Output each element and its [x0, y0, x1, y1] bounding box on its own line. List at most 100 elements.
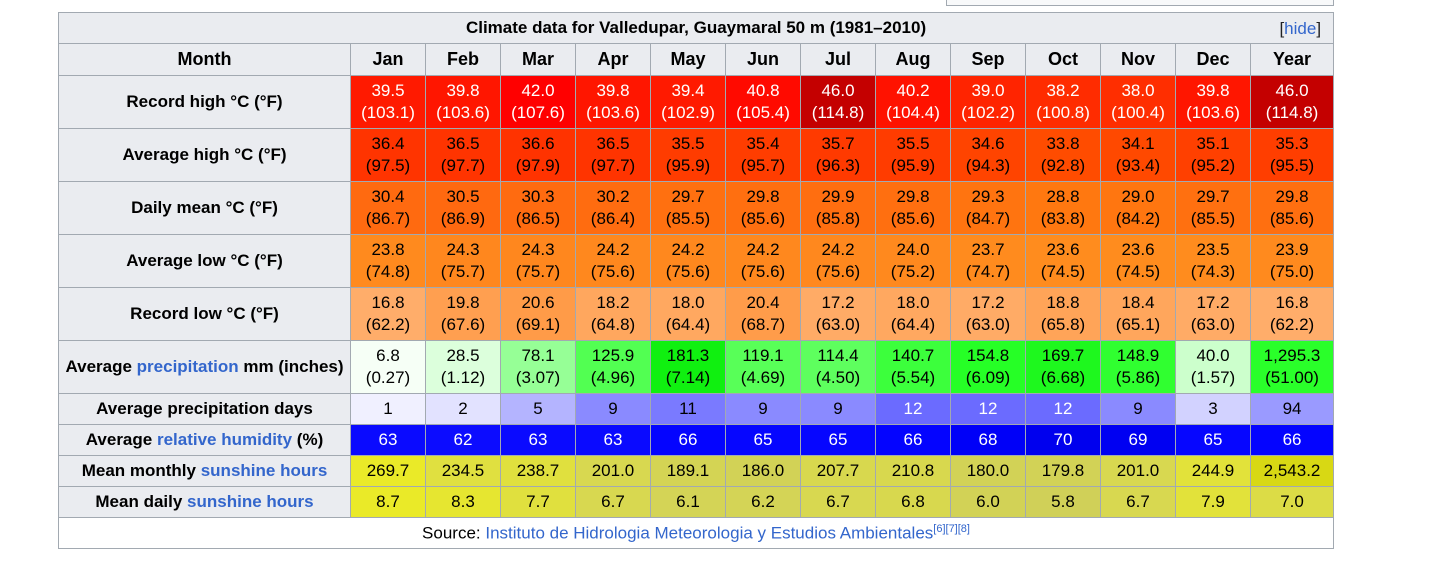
- value-fahrenheit: (92.8): [1040, 156, 1086, 175]
- row-label-link[interactable]: precipitation: [136, 357, 239, 376]
- month-header-feb: Feb: [425, 43, 501, 76]
- value-celsius: 1,295.3: [1263, 346, 1321, 365]
- data-cell: 269.7: [350, 455, 426, 487]
- data-cell: 66: [650, 424, 726, 456]
- hide-link[interactable]: hide: [1284, 19, 1317, 38]
- row-label: Average low °C (°F): [58, 234, 351, 288]
- data-cell: 7.7: [500, 486, 576, 518]
- data-cell: 30.2 (86.4): [575, 181, 651, 235]
- value-fahrenheit: (7.14): [665, 368, 711, 387]
- value-celsius: 42.0: [521, 81, 555, 100]
- row-label-link[interactable]: relative humidity: [156, 430, 293, 449]
- value-celsius: 66: [1282, 430, 1302, 449]
- table-row: Mean monthly sunshine hours 269.7 234.5 238…: [58, 455, 1335, 487]
- value-celsius: 18.2: [596, 293, 630, 312]
- source-refs[interactable]: [6][7][8]: [933, 522, 970, 535]
- row-label-link[interactable]: sunshine hours: [187, 492, 314, 511]
- row-label-link[interactable]: sunshine hours: [200, 461, 328, 480]
- row-label-text: Mean monthly: [81, 461, 201, 480]
- table-title: Climate data for Valledupar, Guaymaral 5…: [465, 18, 927, 37]
- data-cell: 36.5 (97.7): [575, 128, 651, 182]
- value-fahrenheit: (93.4): [1115, 156, 1161, 175]
- value-celsius: 20.6: [521, 293, 555, 312]
- value-celsius: 6.0: [976, 492, 1000, 511]
- value-fahrenheit: (74.5): [1040, 262, 1086, 281]
- value-celsius: 36.5: [596, 134, 630, 153]
- value-fahrenheit: (94.3): [965, 156, 1011, 175]
- data-cell: 94: [1249, 393, 1335, 425]
- value-celsius: 29.0: [1121, 187, 1155, 206]
- value-celsius: 234.5: [441, 461, 485, 480]
- value-celsius: 30.4: [371, 187, 405, 206]
- row-label-text: Record high °C (°F): [126, 92, 283, 111]
- data-cell: 6.7: [800, 486, 876, 518]
- value-celsius: 62: [453, 430, 473, 449]
- value-celsius: 38.2: [1046, 81, 1080, 100]
- value-celsius: 29.8: [1275, 187, 1309, 206]
- value-fahrenheit: (63.0): [1190, 315, 1236, 334]
- value-fahrenheit: (4.69): [740, 368, 786, 387]
- value-celsius: 33.8: [1046, 134, 1080, 153]
- value-fahrenheit: (5.86): [1115, 368, 1161, 387]
- value-celsius: 140.7: [891, 346, 935, 365]
- value-fahrenheit: (75.0): [1269, 262, 1315, 281]
- data-cell: 1,295.3 (51.00): [1249, 340, 1335, 394]
- month-header-sep: Sep: [950, 43, 1026, 76]
- data-cell: 8.7: [350, 486, 426, 518]
- data-cell: 18.4 (65.1): [1100, 287, 1176, 341]
- value-celsius: 40.2: [896, 81, 930, 100]
- value-fahrenheit: (85.6): [1269, 209, 1315, 228]
- data-cell: 35.5 (95.9): [650, 128, 726, 182]
- data-cell: 17.2 (63.0): [950, 287, 1026, 341]
- data-cell: 8.3: [425, 486, 501, 518]
- data-cell: 18.0 (64.4): [875, 287, 951, 341]
- data-cell: 30.4 (86.7): [350, 181, 426, 235]
- month-header-jul: Jul: [800, 43, 876, 76]
- value-celsius: 201.0: [591, 461, 635, 480]
- value-celsius: 63: [528, 430, 548, 449]
- data-cell: 11: [650, 393, 726, 425]
- source-link[interactable]: Instituto de Hidrologia Meteorologia y E…: [485, 523, 934, 543]
- value-celsius: 29.8: [896, 187, 930, 206]
- data-cell: 140.7 (5.54): [875, 340, 951, 394]
- data-cell: 68: [950, 424, 1026, 456]
- data-cell: 6.8 (0.27): [350, 340, 426, 394]
- data-cell: 201.0: [1100, 455, 1176, 487]
- value-celsius: 24.2: [596, 240, 630, 259]
- value-celsius: 29.8: [746, 187, 780, 206]
- value-celsius: 9: [1133, 399, 1143, 418]
- value-celsius: 6.7: [1126, 492, 1150, 511]
- value-fahrenheit: (74.7): [965, 262, 1011, 281]
- value-celsius: 65: [1203, 430, 1223, 449]
- data-cell: 24.2 (75.6): [725, 234, 801, 288]
- value-celsius: 6.2: [751, 492, 775, 511]
- value-celsius: 125.9: [591, 346, 635, 365]
- data-cell: 29.3 (84.7): [950, 181, 1026, 235]
- value-celsius: 201.0: [1116, 461, 1160, 480]
- source-label: Source:: [422, 523, 486, 543]
- data-cell: 29.7 (85.5): [1175, 181, 1251, 235]
- data-cell: 29.8 (85.6): [875, 181, 951, 235]
- row-label: Average relative humidity (%): [58, 424, 351, 456]
- table-row: Average low °C (°F) 23.8 (74.8) 24.3 (75.7) 2…: [58, 234, 1335, 288]
- value-fahrenheit: (100.8): [1036, 103, 1090, 122]
- hide-toggle[interactable]: [hide]: [1279, 19, 1322, 38]
- row-label: Mean monthly sunshine hours: [58, 455, 351, 487]
- value-fahrenheit: (75.6): [590, 262, 636, 281]
- value-fahrenheit: (75.6): [740, 262, 786, 281]
- value-celsius: 9: [758, 399, 768, 418]
- value-celsius: 148.9: [1116, 346, 1160, 365]
- value-fahrenheit: (83.8): [1040, 209, 1086, 228]
- month-header-aug: Aug: [875, 43, 951, 76]
- value-celsius: 24.2: [746, 240, 780, 259]
- month-header-oct: Oct: [1025, 43, 1101, 76]
- table-row: Average precipitation days 1 2 5 9 11 9 9 12 12 12…: [58, 393, 1335, 425]
- value-celsius: 46.0: [821, 81, 855, 100]
- data-cell: 29.0 (84.2): [1100, 181, 1176, 235]
- value-fahrenheit: (85.5): [1190, 209, 1236, 228]
- value-fahrenheit: (74.3): [1190, 262, 1236, 281]
- data-cell: 46.0 (114.8): [800, 75, 876, 129]
- value-fahrenheit: (6.09): [965, 368, 1011, 387]
- row-label: Average precipitation days: [58, 393, 351, 425]
- value-celsius: 186.0: [741, 461, 785, 480]
